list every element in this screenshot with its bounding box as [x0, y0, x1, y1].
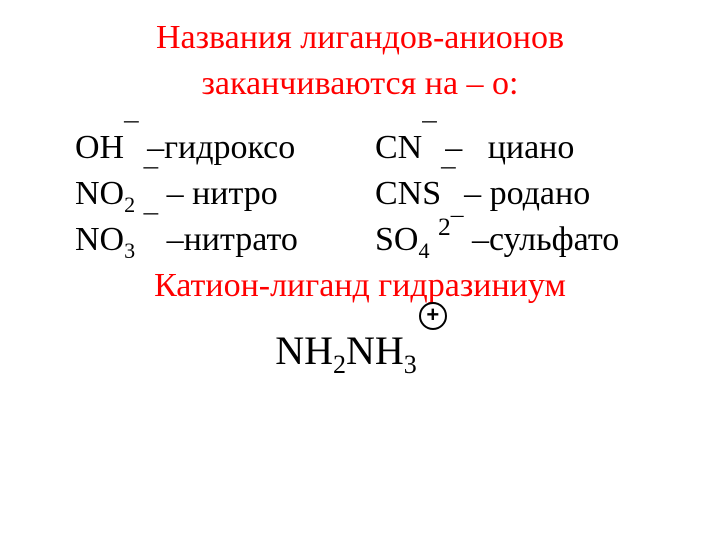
formula-sub: 4	[418, 237, 429, 262]
spacer	[135, 221, 144, 258]
anion-name: –нитрато	[167, 221, 298, 258]
formula-sup: ¯	[422, 118, 436, 150]
anion-name: – родано	[464, 175, 590, 212]
spacer	[135, 175, 144, 212]
formula-sup: ¯	[144, 210, 158, 242]
anion-list: OH¯ –гидроксо CN¯ – циано NO2 ¯ – нитро …	[0, 107, 720, 263]
anion-name: – нитро	[167, 175, 278, 212]
formula-base: NO	[75, 221, 124, 258]
cation-formula: NH2NH3+	[0, 327, 720, 374]
anion-left-0: OH¯ –гидроксо	[75, 125, 365, 171]
formula-sub2: 3	[404, 350, 417, 379]
slide-title: Названия лигандов-анионов заканчиваются …	[0, 0, 720, 107]
formula-base: NO	[75, 175, 124, 212]
spacer	[430, 221, 439, 258]
title-line-2: заканчиваются на – о:	[202, 65, 519, 102]
anion-name: – циано	[445, 129, 574, 166]
formula-sup: ¯	[124, 118, 138, 150]
formula-base: OH	[75, 129, 124, 166]
cation-title: Катион-лиганд гидразиниум	[0, 267, 720, 305]
anion-name: –гидроксо	[147, 129, 295, 166]
formula-sup: ¯	[144, 164, 158, 196]
anion-left-2: NO3 ¯ –нитрато	[75, 217, 365, 263]
formula-base: SO	[375, 221, 418, 258]
formula-part2: NH	[346, 328, 404, 373]
formula-base: CNS	[375, 175, 441, 212]
formula-part1: NH	[275, 328, 333, 373]
formula-sup: 2¯	[438, 212, 464, 241]
formula-sup: ¯	[441, 164, 455, 196]
formula-sub: 3	[124, 237, 135, 262]
anion-right-0: CN¯ – циано	[375, 125, 665, 171]
formula-base: CN	[375, 129, 422, 166]
formula-sub: 2	[124, 191, 135, 216]
formula-sub1: 2	[333, 350, 346, 379]
anion-right-1: CNS¯ – родано	[375, 171, 665, 217]
anion-left-1: NO2 ¯ – нитро	[75, 171, 365, 217]
circled-plus-icon: +	[419, 302, 447, 330]
title-line-1: Названия лигандов-анионов	[156, 19, 564, 56]
anion-right-2: SO4 2¯ –сульфато	[375, 217, 665, 263]
anion-name: –сульфато	[472, 221, 619, 258]
